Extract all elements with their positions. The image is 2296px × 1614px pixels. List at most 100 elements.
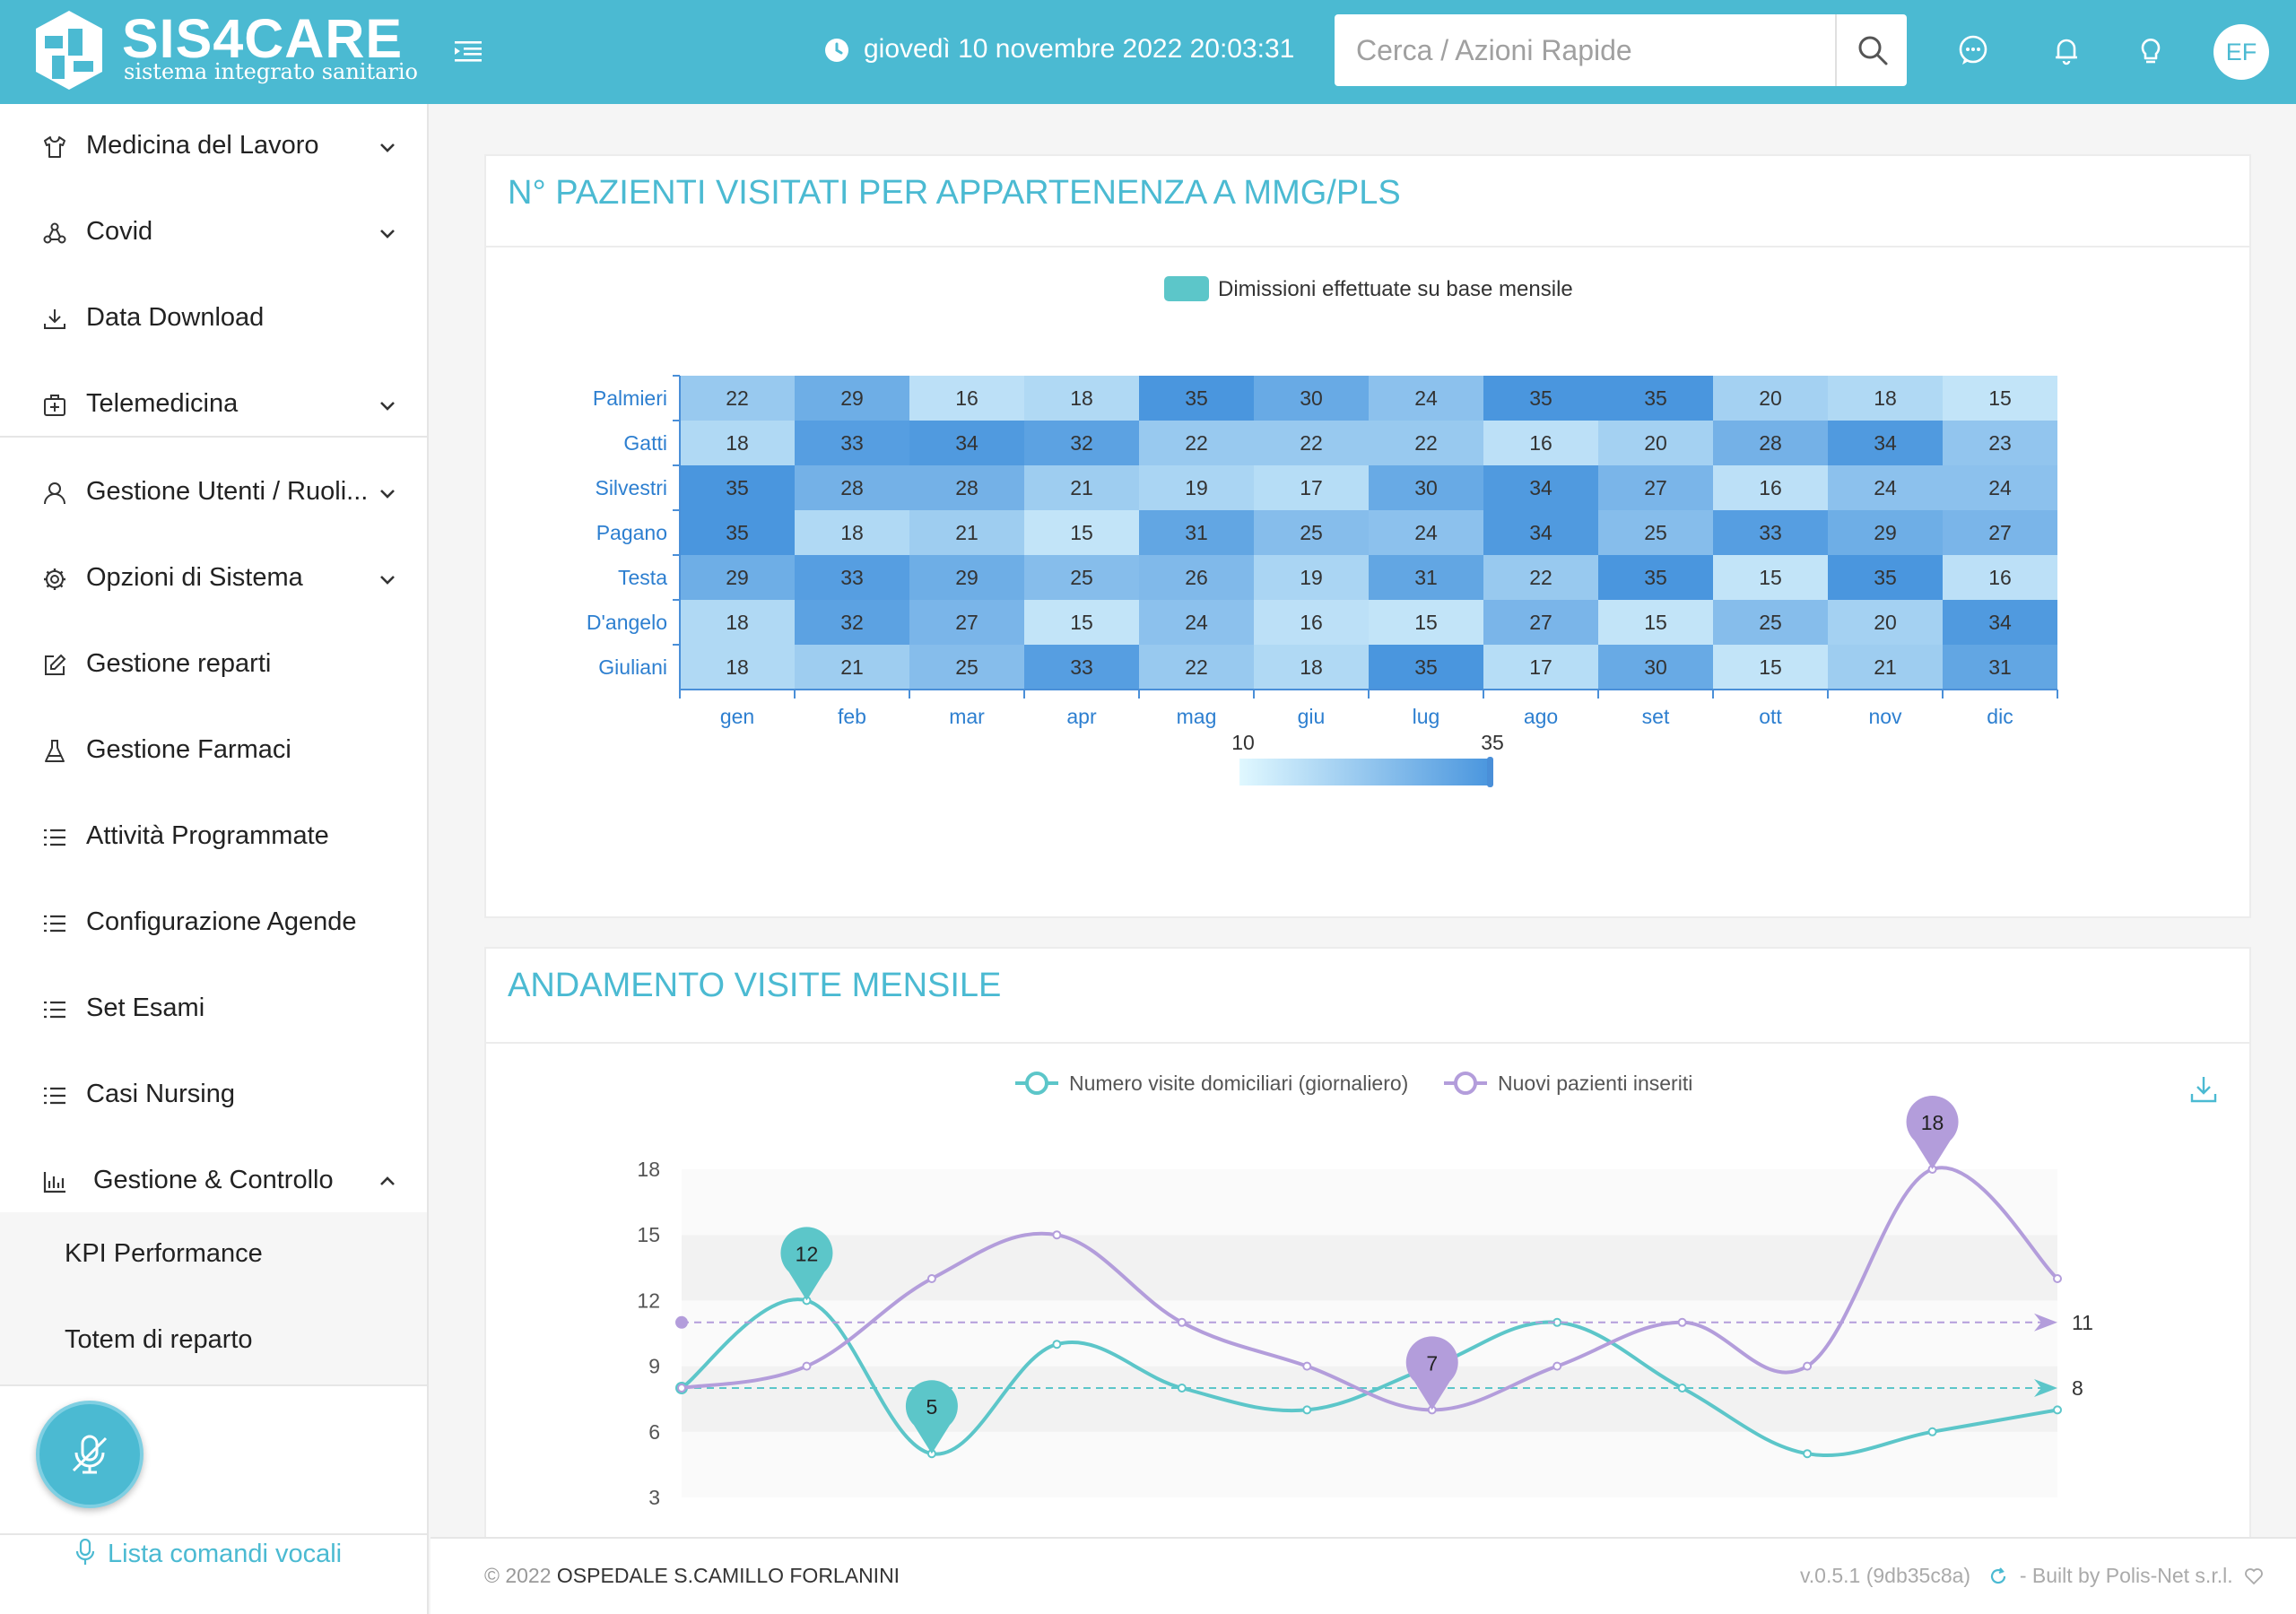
sidebar-item-configurazione-agende[interactable]: Configurazione Agende xyxy=(0,881,427,967)
chevron-down-icon xyxy=(380,402,395,411)
heatmap-cell-label: 27 xyxy=(1644,476,1667,499)
marker-pin-label: 5 xyxy=(926,1395,938,1419)
flask-icon xyxy=(45,740,65,762)
user-avatar[interactable]: EF xyxy=(2213,24,2269,80)
x-tick-label: ott xyxy=(1759,705,1782,728)
sidebar-item-telemedicina[interactable]: Telemedicina xyxy=(0,362,427,448)
chevron-down-icon xyxy=(380,490,395,499)
heatmap-cell-label: 18 xyxy=(726,431,749,455)
menu-toggle-icon[interactable] xyxy=(453,38,483,65)
line-chart: 3 6 9 12 15 18 Numero visite domiciliari (gior… xyxy=(637,1072,2093,1509)
heatmap-cell xyxy=(909,510,1024,555)
sidebar-item-gestione-farmaci[interactable]: Gestione Farmaci xyxy=(0,708,427,794)
heatmap-cell-label: 22 xyxy=(1185,655,1208,679)
panel-divider xyxy=(486,246,2249,247)
heatmap-cell-label: 30 xyxy=(1644,655,1667,679)
sidebar-item-label: Gestione reparti xyxy=(86,649,272,678)
data-point xyxy=(1177,1317,1187,1327)
heatmap-cell-label: 27 xyxy=(1529,611,1552,634)
list-icon xyxy=(44,1087,65,1105)
refresh-icon[interactable] xyxy=(1988,1566,2008,1586)
voice-commands-link[interactable]: Lista comandi vocali xyxy=(75,1538,342,1569)
heatmap-cell xyxy=(1139,600,1254,645)
sidebar-subitem-kpi-performance[interactable]: KPI Performance xyxy=(0,1212,427,1298)
heatmap-cell xyxy=(1024,465,1139,510)
heatmap-cell-label: 31 xyxy=(1414,566,1438,589)
user-icon xyxy=(44,482,65,505)
x-tick-label: mar xyxy=(949,705,985,728)
brand-name: SIS4CARE xyxy=(122,8,404,69)
data-point xyxy=(802,1361,812,1371)
chevron-up-icon xyxy=(380,1176,395,1185)
sidebar-item-casi-nursing[interactable]: Casi Nursing xyxy=(0,1053,427,1139)
voice-control-button[interactable] xyxy=(36,1401,144,1508)
heatmap-cell-label: 15 xyxy=(1759,655,1782,679)
legend-label: Dimissioni effettuate su base mensile xyxy=(1218,277,1573,301)
marker-pin xyxy=(905,1380,958,1454)
lightbulb-icon[interactable] xyxy=(2135,34,2167,66)
x-tick-label: apr xyxy=(1066,705,1097,728)
sidebar-item-opzioni-di-sistema[interactable]: Opzioni di Sistema xyxy=(0,536,427,622)
heatmap-cell-label: 20 xyxy=(1874,611,1897,634)
built-by-label: - Built by Polis-Net s.r.l. xyxy=(2019,1564,2233,1587)
data-point xyxy=(1177,1384,1187,1393)
heatmap-cell-label: 33 xyxy=(840,431,864,455)
heatmap-cell xyxy=(1598,555,1713,600)
sidebar-item-gestione-controllo[interactable]: Gestione & Controllo xyxy=(0,1139,427,1225)
heatmap-cell xyxy=(1828,600,1943,645)
heatmap-cell xyxy=(1024,600,1139,645)
download-chart-icon[interactable] xyxy=(2188,1074,2219,1105)
edit-icon xyxy=(45,654,66,675)
heatmap-cell-label: 15 xyxy=(1759,566,1782,589)
search-input[interactable] xyxy=(1335,14,1835,86)
heatmap-cell-label: 15 xyxy=(1414,611,1438,634)
sidebar-item-data-download[interactable]: Data Download xyxy=(0,276,427,362)
list-icon xyxy=(44,829,65,846)
sidebar-item-attivita-programmate[interactable]: Attività Programmate xyxy=(0,794,427,881)
heatmap-cell xyxy=(1139,421,1254,465)
chat-icon[interactable] xyxy=(1957,34,1989,66)
grid-band xyxy=(682,1169,2057,1236)
sidebar-subitem-totem-di-reparto[interactable]: Totem di reparto xyxy=(0,1298,427,1384)
x-tick-label: feb xyxy=(838,705,866,728)
sidebar-item-set-esami[interactable]: Set Esami xyxy=(0,967,427,1053)
heatmap-cell xyxy=(1024,555,1139,600)
heatmap-cell xyxy=(1369,376,1483,421)
current-datetime: giovedì 10 novembre 2022 20:03:31 xyxy=(864,34,1295,64)
heatmap-cell-label: 22 xyxy=(726,386,749,410)
heatmap-cell-label: 26 xyxy=(1185,566,1208,589)
sidebar-item-covid[interactable]: Covid xyxy=(0,190,427,276)
heatmap-cell xyxy=(1598,600,1713,645)
heatmap-cell-label: 22 xyxy=(1300,431,1323,455)
sidebar-item-gestione-reparti[interactable]: Gestione reparti xyxy=(0,622,427,708)
sidebar-item-medicina-del-lavoro[interactable]: Medicina del Lavoro xyxy=(0,104,427,190)
heatmap-cell xyxy=(1713,555,1828,600)
heatmap-cell-label: 32 xyxy=(840,611,864,634)
heatmap-cell-label: 24 xyxy=(1414,386,1438,410)
heatmap-cell-label: 35 xyxy=(1414,655,1438,679)
heatmap-cell-label: 24 xyxy=(1414,521,1438,544)
heatmap-cell-label: 33 xyxy=(840,566,864,589)
marker-pin-label: 18 xyxy=(1921,1111,1944,1134)
heatmap-cell xyxy=(1598,421,1713,465)
sidebar-item-gestione-utenti[interactable]: Gestione Utenti / Ruoli... xyxy=(0,450,427,536)
sidebar-item-label: Medicina del Lavoro xyxy=(86,131,319,160)
heatmap-cell xyxy=(1713,376,1828,421)
heatmap-cell xyxy=(795,600,909,645)
heatmap-cell xyxy=(795,421,909,465)
heatmap-cell xyxy=(1483,555,1598,600)
brand-logo[interactable] xyxy=(32,9,106,91)
bell-icon[interactable] xyxy=(2050,34,2083,66)
heatmap-cell-label: 25 xyxy=(1070,566,1093,589)
clock-icon xyxy=(825,39,848,62)
line-chart-panel: ANDAMENTO VISITE MENSILE 3 6 9 12 15 18 Numero… xyxy=(484,947,2251,1539)
heatmap-cell-label: 23 xyxy=(1988,431,2012,455)
heatmap-cell-label: 28 xyxy=(955,476,978,499)
search-button[interactable] xyxy=(1835,14,1907,86)
heatmap-cell xyxy=(1024,510,1139,555)
heatmap-cell xyxy=(1713,645,1828,690)
x-tick-label: mag xyxy=(1177,705,1217,728)
sidebar-divider xyxy=(0,436,427,438)
heatmap-cell xyxy=(1254,376,1369,421)
data-point xyxy=(1052,1340,1062,1349)
